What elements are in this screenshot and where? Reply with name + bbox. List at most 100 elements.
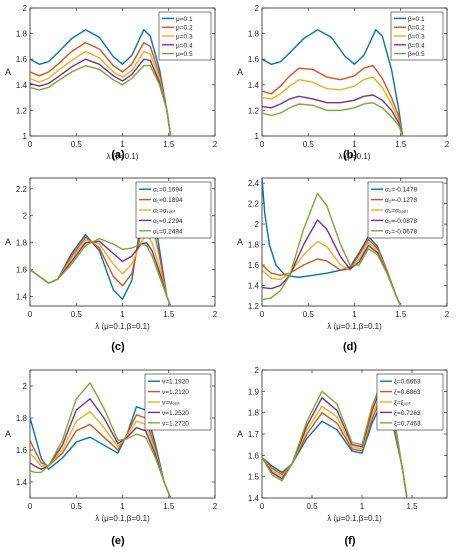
y-tick-label: 2	[255, 4, 260, 13]
panel-label: (d)	[343, 341, 357, 353]
legend-label: ν=1.1920	[162, 379, 189, 386]
y-tick-label: 1.2	[16, 106, 28, 115]
series-lines	[30, 382, 172, 498]
y-tick-label: 1.4	[16, 81, 28, 90]
legend-label: ν=ν₀ₚₜ	[162, 400, 180, 407]
series-line-4	[30, 398, 172, 498]
series-line-5	[30, 237, 172, 306]
legend-label: β=0.2	[408, 25, 425, 32]
x-tick-label: 0.5	[71, 502, 83, 511]
x-tick-label: 2	[213, 502, 218, 511]
series-line-1	[30, 406, 172, 498]
series-lines	[30, 29, 172, 136]
legend-label: α₁=0.1894	[153, 197, 183, 204]
series-line-3	[30, 50, 172, 136]
series-line-4	[30, 58, 172, 136]
y-tick-label: 2	[255, 366, 260, 375]
x-tick-label: 0	[28, 310, 33, 319]
y-tick-label: 1.8	[16, 30, 28, 39]
y-tick-label: 1.4	[16, 293, 28, 302]
y-tick-label: 2	[23, 4, 28, 13]
series-line-5	[30, 382, 172, 498]
legend-label: ξ=0.6663	[394, 379, 421, 386]
legend-label: α₁=0.2494	[153, 228, 183, 235]
x-tick-label: 1.5	[163, 310, 175, 319]
legend-label: μ=0.2	[176, 25, 193, 32]
y-tick-label: 1.6	[16, 446, 28, 455]
y-axis-label: A	[237, 237, 243, 247]
panel-label: (b)	[343, 149, 357, 161]
legend-label: β=0.5	[408, 51, 425, 58]
y-tick-label: 1.6	[248, 451, 260, 460]
x-axis-label: λ (μ=0.1,β=0.1)	[327, 322, 382, 331]
legend-label: β=0.4	[408, 42, 425, 49]
legend-label: μ=0.3	[176, 34, 193, 41]
legend-label: ξ=0.7263	[394, 410, 421, 417]
y-tick-label: 1.4	[248, 282, 260, 291]
series-line-1	[30, 29, 172, 136]
x-tick-label: 0	[260, 310, 265, 319]
x-tick-label: 1	[352, 310, 357, 319]
panel-label: (c)	[111, 341, 125, 353]
y-axis-label: A	[5, 429, 11, 439]
chart-panel-3: 0 0.5 1 1.5 2 1.4 1.6 1.8 2 2.2 Aλ (μ=0.1,β=0.1) α₁…	[5, 177, 218, 353]
series-line-3	[30, 410, 172, 498]
legend-label: ξ=0.7463	[394, 420, 421, 427]
legend-label: α₂=-0.1478	[385, 187, 418, 194]
y-tick-label: 2.2	[248, 200, 260, 209]
x-axis-label: λ (μ=0.1,β=0.1)	[327, 514, 382, 523]
y-tick-label: 1.8	[16, 239, 28, 248]
y-tick-label: 1.7	[248, 430, 260, 439]
legend-label: ν=1.2520	[162, 410, 189, 417]
y-tick-label: 1.9	[248, 387, 260, 396]
y-tick-label: 2.2	[16, 185, 28, 194]
legend-label: ξ=0.6863	[394, 389, 421, 396]
y-axis-label: A	[5, 237, 11, 247]
panel-label: (f)	[345, 535, 356, 547]
y-axis-label: A	[237, 429, 243, 439]
legend-label: β=0.1	[408, 16, 425, 23]
x-tick-label: 1.5	[395, 140, 407, 149]
panel-label: (e)	[111, 535, 125, 547]
legend: α₁=0.1694 α₁=0.1894 α₁=α₁ₒₚₜ α₁=0.2294 α₁=0.…	[135, 181, 212, 239]
legend-label: β=0.3	[408, 34, 425, 41]
chart-panel-6: 0 0.5 1 1.5 1.4 1.5 1.6 1.7 1.8 1.9 2 Aλ (μ=0.1,β=0…	[237, 366, 448, 547]
x-tick-label: 2	[445, 310, 450, 319]
x-tick-label: 0	[28, 140, 33, 149]
y-axis-label: A	[237, 67, 243, 77]
legend: ν=1.1920 ν=1.2120 ν=ν₀ₚₜ ν=1.2520 ν=1.2720	[144, 373, 212, 431]
series-line-2	[30, 41, 172, 136]
legend: β=0.1 β=0.2 β=0.3β=0.4 β=0.5	[390, 11, 444, 61]
series-line-2	[262, 64, 404, 136]
x-axis-label: λ (μ=0.1,β=0.1)	[95, 514, 150, 523]
y-tick-label: 1.5	[248, 473, 260, 482]
y-tick-label: 1.6	[16, 55, 28, 64]
y-tick-label: 2	[23, 212, 28, 221]
x-tick-label: 1	[360, 502, 365, 511]
legend-label: α₁=0.1694	[153, 187, 183, 194]
series-line-5	[30, 64, 172, 136]
x-tick-label: 0.5	[303, 140, 315, 149]
legend-label: μ=0.1	[176, 16, 193, 23]
legend-label: α₂=α₂ₒₚₜ	[385, 208, 409, 215]
series-line-5	[262, 101, 404, 136]
legend: ξ=0.6663 ξ=0.6863 ξ=ξ₀ₚₜ ξ=0.7263 ξ=0.7463	[376, 373, 444, 431]
series-line-5	[262, 192, 402, 306]
y-tick-label: 1.2	[248, 106, 260, 115]
x-tick-label: 0.5	[71, 140, 83, 149]
series-lines	[262, 178, 402, 306]
chart-panel-5: 0 0.5 1 1.5 2 1.4 1.6 1.8 2 Aλ (μ=0.1,β=0.1) ν=1.1…	[5, 369, 218, 547]
series-line-2	[30, 414, 172, 498]
chart-panel-4: 0 0.5 1 1.5 2 1.2 1.4 1.6 1.8 2 2.2 2.4 Aλ (μ=0.1,β=…	[237, 177, 450, 353]
y-tick-label: 1.4	[248, 81, 260, 90]
legend-label: μ=0.5	[176, 51, 193, 58]
legend-label: α₂=-0.1278	[385, 197, 418, 204]
legend-label: ν=1.2720	[162, 420, 189, 427]
y-tick-label: 1.2	[248, 302, 260, 311]
x-axis-label: λ (β=0.1)	[107, 152, 139, 161]
x-tick-label: 1	[120, 140, 125, 149]
x-tick-label: 1	[120, 502, 125, 511]
legend-label: α₁=0.2294	[153, 218, 183, 225]
